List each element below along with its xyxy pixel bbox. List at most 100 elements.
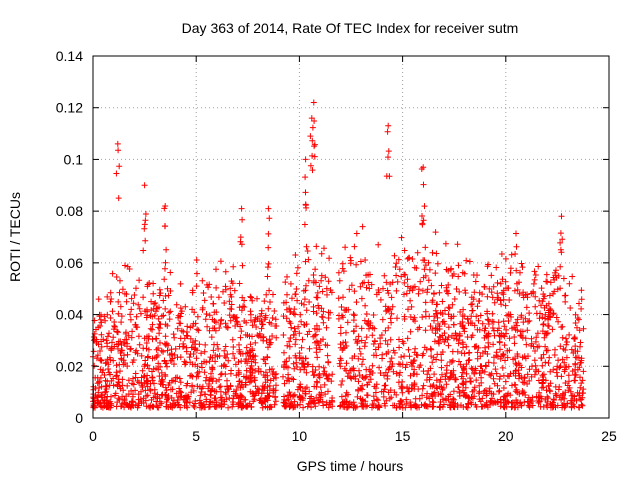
data-point [110, 334, 117, 341]
data-point [259, 404, 266, 411]
data-point [513, 361, 520, 368]
data-point [367, 376, 374, 383]
data-point [438, 282, 445, 289]
data-point [422, 308, 429, 315]
data-point [337, 341, 344, 348]
data-point [251, 374, 258, 381]
data-point [406, 353, 413, 360]
data-point [514, 327, 521, 334]
data-point [442, 307, 448, 314]
data-point [167, 288, 174, 294]
data-point [476, 388, 483, 395]
data-point [215, 294, 222, 301]
data-point [482, 325, 489, 332]
data-point [98, 338, 105, 345]
data-point [544, 398, 551, 405]
data-point [484, 293, 491, 300]
data-point [516, 279, 522, 286]
data-point [472, 343, 479, 350]
data-point [482, 362, 489, 369]
data-point [539, 328, 546, 335]
data-point [262, 360, 269, 367]
data-point [405, 306, 411, 313]
data-point [539, 380, 546, 387]
data-point [544, 330, 551, 336]
data-point [270, 385, 277, 392]
data-point [153, 402, 160, 409]
data-point [550, 396, 557, 403]
data-point [569, 273, 576, 280]
data-point [460, 341, 467, 348]
data-point [578, 359, 584, 366]
data-point [412, 345, 419, 352]
data-point [224, 324, 231, 331]
data-point [357, 283, 364, 290]
data-point [125, 391, 132, 398]
data-point [163, 246, 170, 253]
data-point [139, 384, 146, 391]
data-point [127, 311, 134, 318]
data-point [566, 280, 573, 287]
data-point [156, 286, 163, 293]
data-point [162, 265, 168, 272]
data-point [106, 354, 113, 361]
data-point [559, 356, 566, 363]
data-point [373, 396, 380, 403]
data-point [363, 334, 370, 341]
data-point [181, 402, 188, 409]
data-point [490, 283, 497, 290]
data-point [118, 403, 125, 410]
data-point [340, 294, 346, 301]
data-point [290, 360, 297, 367]
data-point [162, 293, 169, 299]
data-point [557, 239, 564, 246]
data-point [282, 279, 289, 286]
data-point [397, 403, 404, 410]
data-point [490, 341, 497, 348]
data-point [432, 325, 439, 332]
data-point [575, 316, 582, 323]
data-point [350, 367, 357, 374]
data-point [320, 402, 327, 409]
data-point [498, 301, 505, 308]
data-point [439, 298, 446, 305]
data-point [398, 354, 405, 360]
data-point [408, 303, 415, 310]
data-point [570, 350, 577, 356]
data-point [171, 334, 178, 341]
data-point [224, 351, 231, 358]
data-point [222, 320, 229, 327]
data-point [445, 375, 452, 382]
data-point [500, 287, 507, 294]
data-point [236, 280, 243, 287]
data-point [376, 364, 383, 371]
data-point [567, 305, 574, 311]
data-point [367, 271, 373, 278]
data-point [247, 293, 254, 300]
data-point [340, 314, 346, 321]
data-point [562, 389, 569, 396]
data-point [229, 336, 236, 343]
data-point [136, 277, 143, 284]
data-point [499, 353, 505, 360]
data-point [443, 367, 450, 374]
data-point [230, 344, 237, 350]
data-point [446, 305, 453, 312]
data-point [557, 285, 564, 292]
data-point [578, 287, 585, 294]
data-point [103, 359, 110, 366]
data-point [303, 307, 310, 314]
data-point [375, 344, 382, 351]
data-point [166, 309, 173, 316]
data-point [496, 387, 503, 394]
data-point [468, 301, 475, 308]
data-point [496, 325, 502, 332]
data-point [338, 304, 345, 310]
data-point [298, 360, 305, 367]
data-point [214, 341, 221, 348]
data-point [217, 321, 224, 327]
data-point [123, 298, 130, 305]
data-point [514, 286, 521, 293]
data-point [500, 385, 507, 391]
data-point [522, 315, 529, 322]
